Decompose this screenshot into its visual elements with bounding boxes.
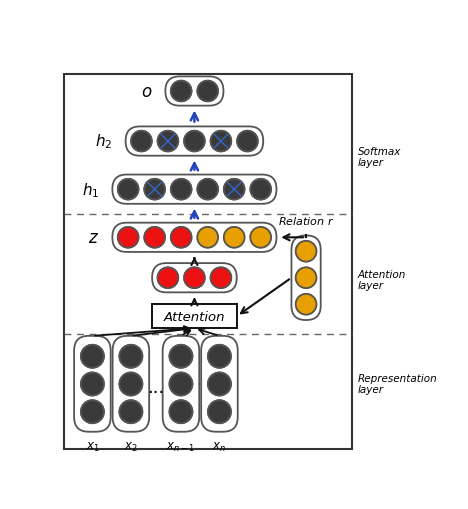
Circle shape [184,268,205,289]
Circle shape [184,131,205,152]
Circle shape [144,180,165,200]
Circle shape [208,373,231,396]
Circle shape [208,345,231,368]
Circle shape [250,180,271,200]
Circle shape [171,180,191,200]
FancyBboxPatch shape [125,127,263,156]
Circle shape [296,241,316,262]
FancyBboxPatch shape [163,336,199,432]
Circle shape [171,81,191,102]
FancyBboxPatch shape [165,77,223,106]
Text: Representation
layer: Representation layer [358,373,438,394]
Text: $h_1$: $h_1$ [81,181,99,199]
Text: $o$: $o$ [140,83,152,101]
Text: $x_2$: $x_2$ [124,440,138,454]
Circle shape [118,228,139,248]
FancyBboxPatch shape [113,336,149,432]
Text: Relation $r$: Relation $r$ [278,214,334,227]
Circle shape [158,131,178,152]
Circle shape [197,228,218,248]
Circle shape [197,180,218,200]
FancyBboxPatch shape [112,175,277,205]
Circle shape [224,180,245,200]
Circle shape [171,228,191,248]
Text: $h_2$: $h_2$ [95,132,112,151]
Text: $z$: $z$ [88,229,99,247]
Text: $x_n$: $x_n$ [212,440,227,454]
Circle shape [158,268,178,289]
Circle shape [250,228,271,248]
FancyBboxPatch shape [112,223,277,252]
Circle shape [119,401,142,423]
Circle shape [237,131,258,152]
FancyBboxPatch shape [152,264,237,293]
Circle shape [169,373,192,396]
Circle shape [169,345,192,368]
Circle shape [144,228,165,248]
Circle shape [81,373,104,396]
Circle shape [118,180,139,200]
Text: Attention: Attention [164,310,225,323]
Circle shape [296,268,316,289]
Text: Attention
layer: Attention layer [358,269,406,291]
Circle shape [119,345,142,368]
Circle shape [119,373,142,396]
Circle shape [224,228,245,248]
Circle shape [197,81,218,102]
FancyBboxPatch shape [292,236,321,320]
FancyBboxPatch shape [201,336,238,432]
Text: $x_{n-1}$: $x_{n-1}$ [167,440,196,454]
Circle shape [131,131,152,152]
Text: $x_1$: $x_1$ [86,440,99,454]
Circle shape [81,401,104,423]
Text: ...: ... [147,379,165,397]
Circle shape [296,294,316,315]
Circle shape [211,131,231,152]
FancyBboxPatch shape [74,336,111,432]
FancyBboxPatch shape [152,305,237,328]
Circle shape [208,401,231,423]
Circle shape [81,345,104,368]
Text: Softmax
layer: Softmax layer [358,147,402,168]
Circle shape [211,268,231,289]
Circle shape [169,401,192,423]
